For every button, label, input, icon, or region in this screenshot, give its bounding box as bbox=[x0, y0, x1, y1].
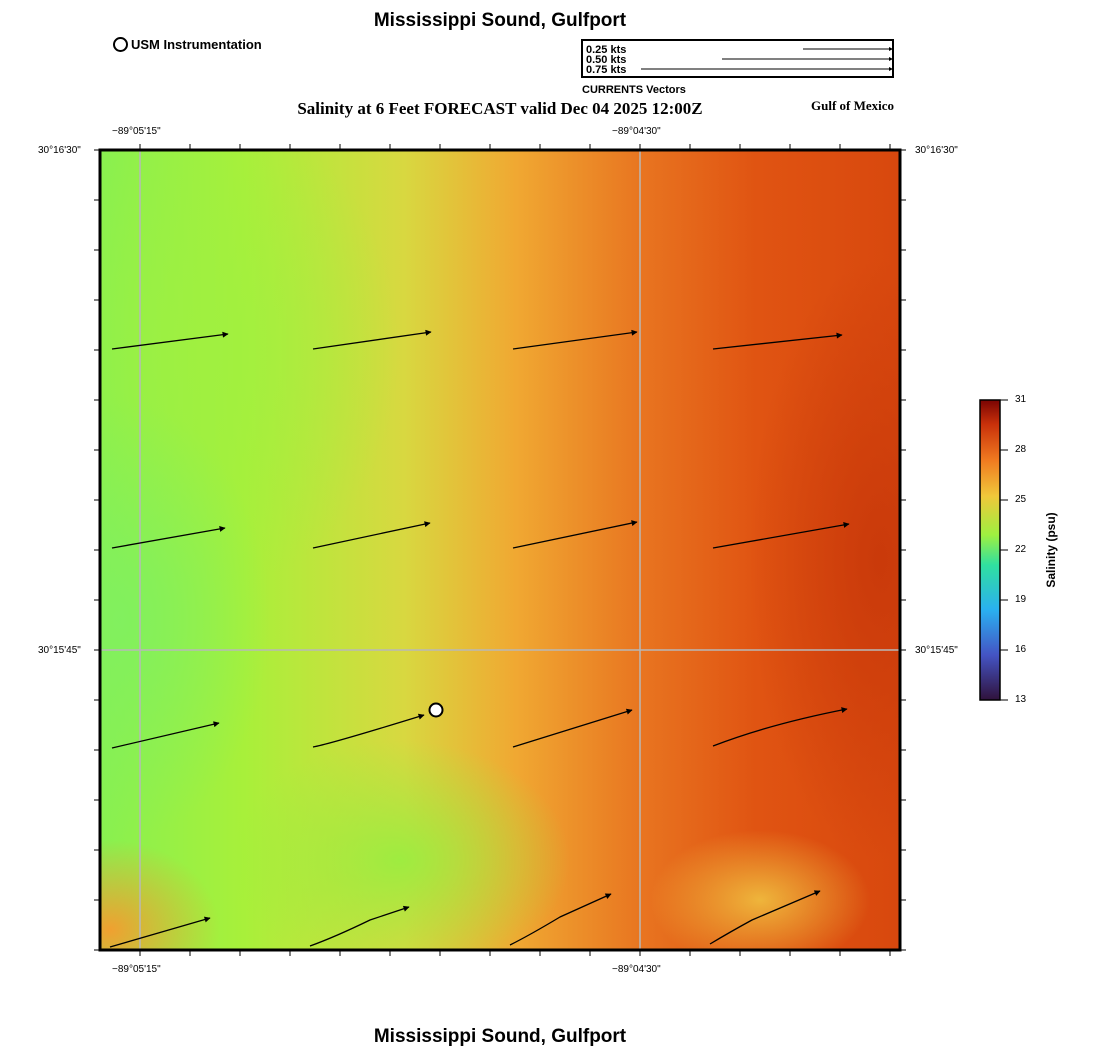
salinity-field bbox=[100, 150, 900, 950]
station-marker-icon bbox=[113, 37, 128, 52]
vector-ref-label-1: 0.25 kts bbox=[586, 44, 627, 56]
current-vector bbox=[111, 721, 220, 749]
vector-ref-label-3: 0.75 kts bbox=[586, 64, 627, 76]
plot-title: Salinity at 6 Feet FORECAST valid Dec 04… bbox=[297, 99, 703, 118]
bottom-tick-label: −89°05'15" bbox=[112, 964, 161, 975]
right-tick-label: 30°15'45" bbox=[915, 645, 958, 656]
vector-ref-label-2: 0.50 kts bbox=[586, 54, 627, 66]
top-tick-label: −89°04'30" bbox=[612, 126, 661, 137]
usm-station-marker[interactable] bbox=[428, 702, 444, 718]
colorbar bbox=[979, 399, 1001, 701]
footer-title: Mississippi Sound, Gulfport bbox=[373, 1026, 627, 1047]
colorbar-tick-label: 28 bbox=[1015, 444, 1027, 455]
vector-ref-arrows bbox=[641, 47, 893, 71]
current-vectors bbox=[109, 329, 850, 948]
current-vector bbox=[512, 520, 638, 549]
current-vector bbox=[709, 890, 821, 945]
current-vector bbox=[712, 707, 848, 747]
colorbar-tick-label: 16 bbox=[1015, 644, 1027, 655]
bottom-tick-label: −89°04'30" bbox=[612, 964, 661, 975]
current-vector bbox=[712, 332, 843, 350]
left-tick-label: 30°16'30" bbox=[38, 145, 81, 156]
current-vector bbox=[109, 916, 211, 948]
current-vector bbox=[512, 329, 638, 350]
instrument-legend: USM Instrumentation bbox=[113, 37, 262, 52]
current-vector bbox=[312, 521, 431, 549]
right-tick-label: 30°16'30" bbox=[915, 145, 958, 156]
tick-marks bbox=[94, 144, 906, 956]
colorbar-tick-label: 19 bbox=[1015, 594, 1027, 605]
current-vector bbox=[309, 905, 410, 947]
instrument-legend-label: USM Instrumentation bbox=[131, 37, 262, 52]
colorbar-tick-label: 25 bbox=[1015, 494, 1027, 505]
colorbar-ticks bbox=[1000, 399, 1008, 701]
colorbar-title: Salinity (psu) bbox=[1044, 512, 1058, 588]
current-vector bbox=[512, 708, 633, 748]
region-label: Gulf of Mexico bbox=[811, 98, 895, 113]
left-tick-label: 30°15'45" bbox=[38, 645, 81, 656]
current-vector bbox=[111, 525, 226, 549]
current-vector bbox=[509, 893, 612, 946]
vector-reference-legend: 0.25 kts 0.50 kts 0.75 kts bbox=[581, 39, 894, 78]
current-vector bbox=[111, 331, 229, 350]
graticule bbox=[100, 150, 900, 950]
top-tick-label: −89°05'15" bbox=[112, 126, 161, 137]
map-title: Mississippi Sound, Gulfport bbox=[373, 10, 627, 31]
colorbar-tick-label: 13 bbox=[1015, 694, 1027, 705]
colorbar-tick-label: 31 bbox=[1015, 394, 1027, 405]
colorbar-tick-label: 22 bbox=[1015, 544, 1027, 555]
vector-ref-caption: CURRENTS Vectors bbox=[582, 84, 686, 96]
current-vector bbox=[312, 329, 432, 350]
current-vector bbox=[712, 521, 850, 549]
current-vector bbox=[312, 713, 425, 748]
